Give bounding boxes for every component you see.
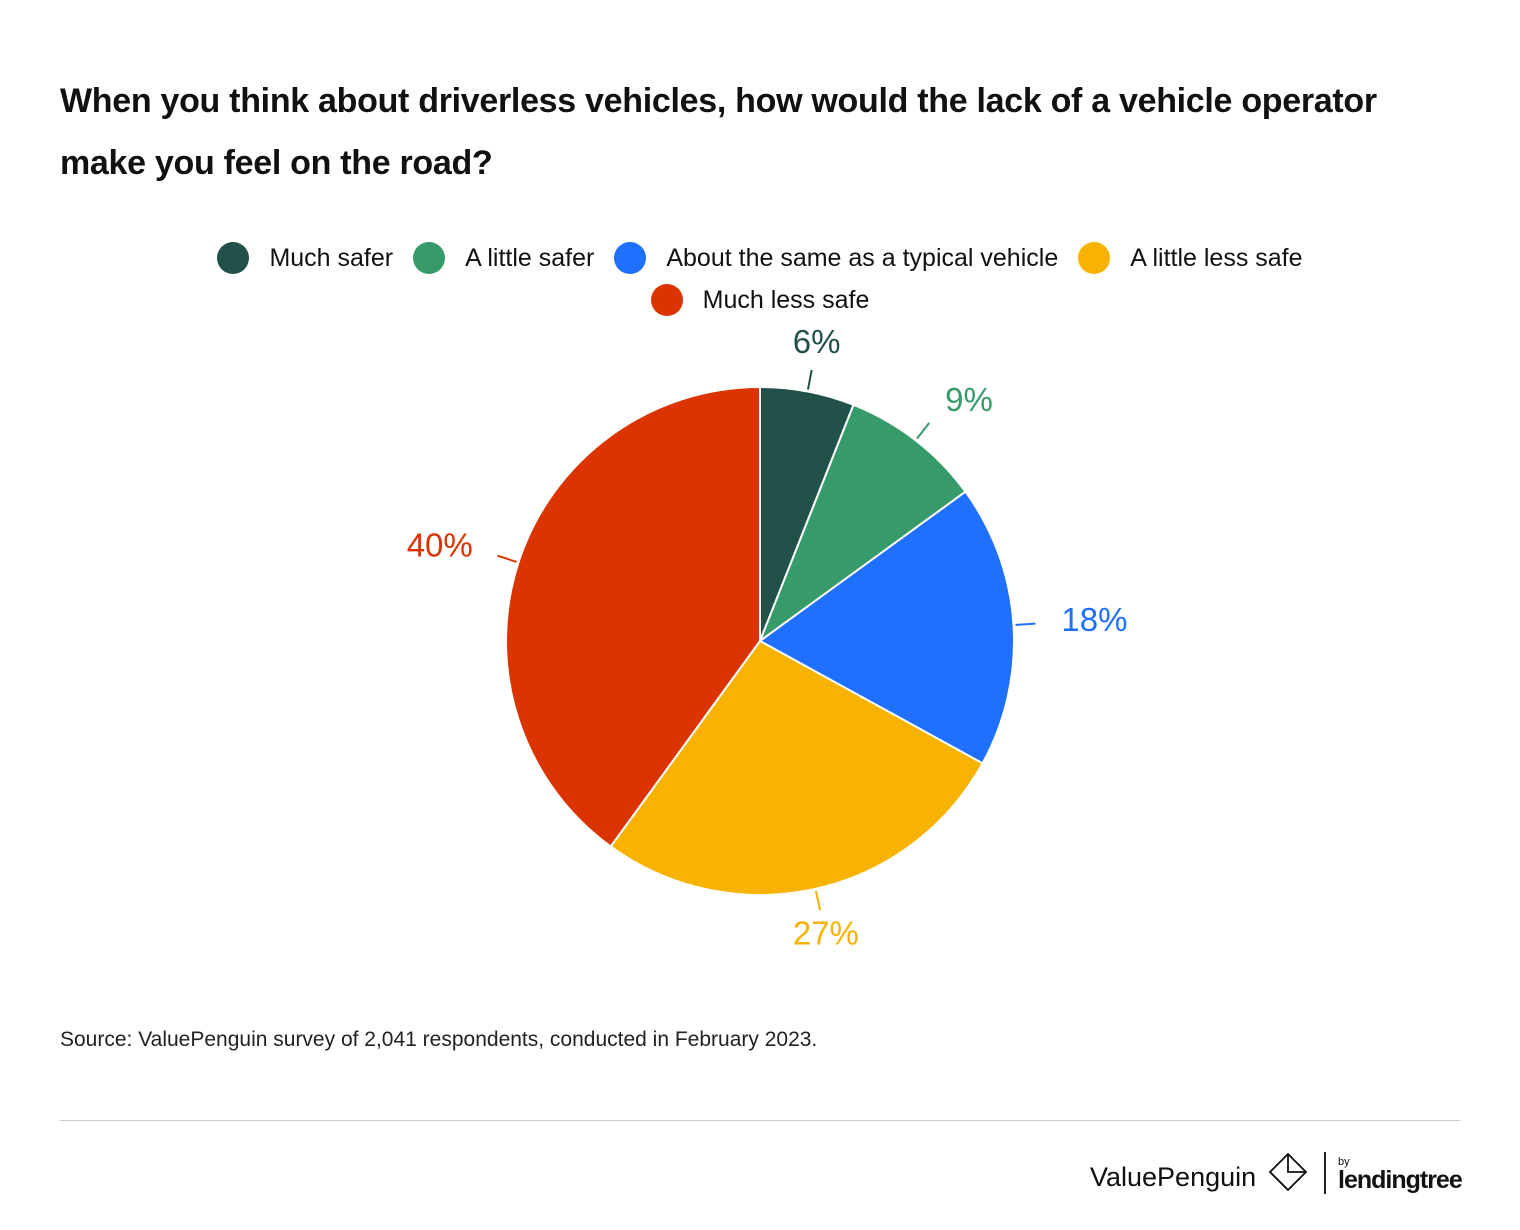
- pie-label-a-little-safer: 9%: [945, 381, 993, 418]
- legend-item-a-little-less-safe: A little less safe: [1078, 240, 1303, 276]
- legend-swatch-about-the-same: [614, 242, 647, 274]
- chart-title: When you think about driverless vehicles…: [60, 82, 1377, 182]
- pie-slice-a-little-safer: [757, 403, 967, 644]
- brand-separator: [1324, 1152, 1326, 1194]
- brand-footer: ValuePenguin by lendingtree: [1090, 1150, 1470, 1200]
- chart-legend: Much safer A little safer About the same…: [140, 240, 1380, 318]
- pie-label-about-the-same: 18%: [1061, 601, 1127, 638]
- pie-label-much-less-safe: 40%: [407, 526, 473, 563]
- pie-label-much-safer: 6%: [793, 323, 841, 360]
- valuepenguin-diamond-icon: [1268, 1152, 1308, 1197]
- legend-label-much-less-safe: Much less safe: [702, 285, 870, 314]
- legend-swatch-much-safer: [217, 242, 250, 274]
- brand-lendingtree: lendingtree: [1338, 1166, 1463, 1194]
- pie-leader-much-safer: [806, 369, 813, 390]
- pie-chart: 6% 9% 18% 27% 40%: [407, 323, 1128, 951]
- pie-label-a-little-less-safe: 27%: [793, 914, 859, 951]
- pie-slice-about-the-same: [758, 490, 1015, 765]
- pie-leader-much-less-safe: [497, 554, 517, 563]
- pie-data-labels: 6% 9% 18% 27% 40%: [407, 323, 1128, 951]
- legend-item-about-the-same: About the same as a typical vehicle: [614, 240, 1058, 276]
- legend-item-much-safer: Much safer: [217, 240, 393, 276]
- pie-leader-a-little-safer: [916, 422, 930, 440]
- pie-leader-about-the-same: [1015, 622, 1036, 626]
- source-note: Source: ValuePenguin survey of 2,041 res…: [60, 1028, 818, 1051]
- legend-item-a-little-safer: A little safer: [413, 240, 594, 276]
- pie-slices: [505, 385, 1015, 896]
- legend-label-a-little-safer: A little safer: [465, 243, 595, 272]
- footer-divider: [60, 1120, 1460, 1121]
- brand-by: by: [1338, 1156, 1350, 1168]
- legend-label-much-safer: Much safer: [269, 243, 394, 272]
- pie-slice-a-little-less-safe: [609, 639, 984, 896]
- legend-item-much-less-safe: Much less safe: [650, 282, 870, 318]
- legend-swatch-much-less-safe: [650, 284, 683, 316]
- legend-label-a-little-less-safe: A little less safe: [1130, 243, 1303, 272]
- legend-swatch-a-little-less-safe: [1078, 242, 1111, 274]
- pie-slice-much-less-safe: [505, 385, 761, 848]
- legend-label-about-the-same: About the same as a typical vehicle: [666, 243, 1059, 272]
- legend-swatch-a-little-safer: [413, 242, 446, 274]
- pie-leader-a-little-less-safe: [814, 890, 822, 911]
- pie-leader-lines: [497, 369, 1036, 911]
- brand-valuepenguin: ValuePenguin: [1090, 1162, 1257, 1192]
